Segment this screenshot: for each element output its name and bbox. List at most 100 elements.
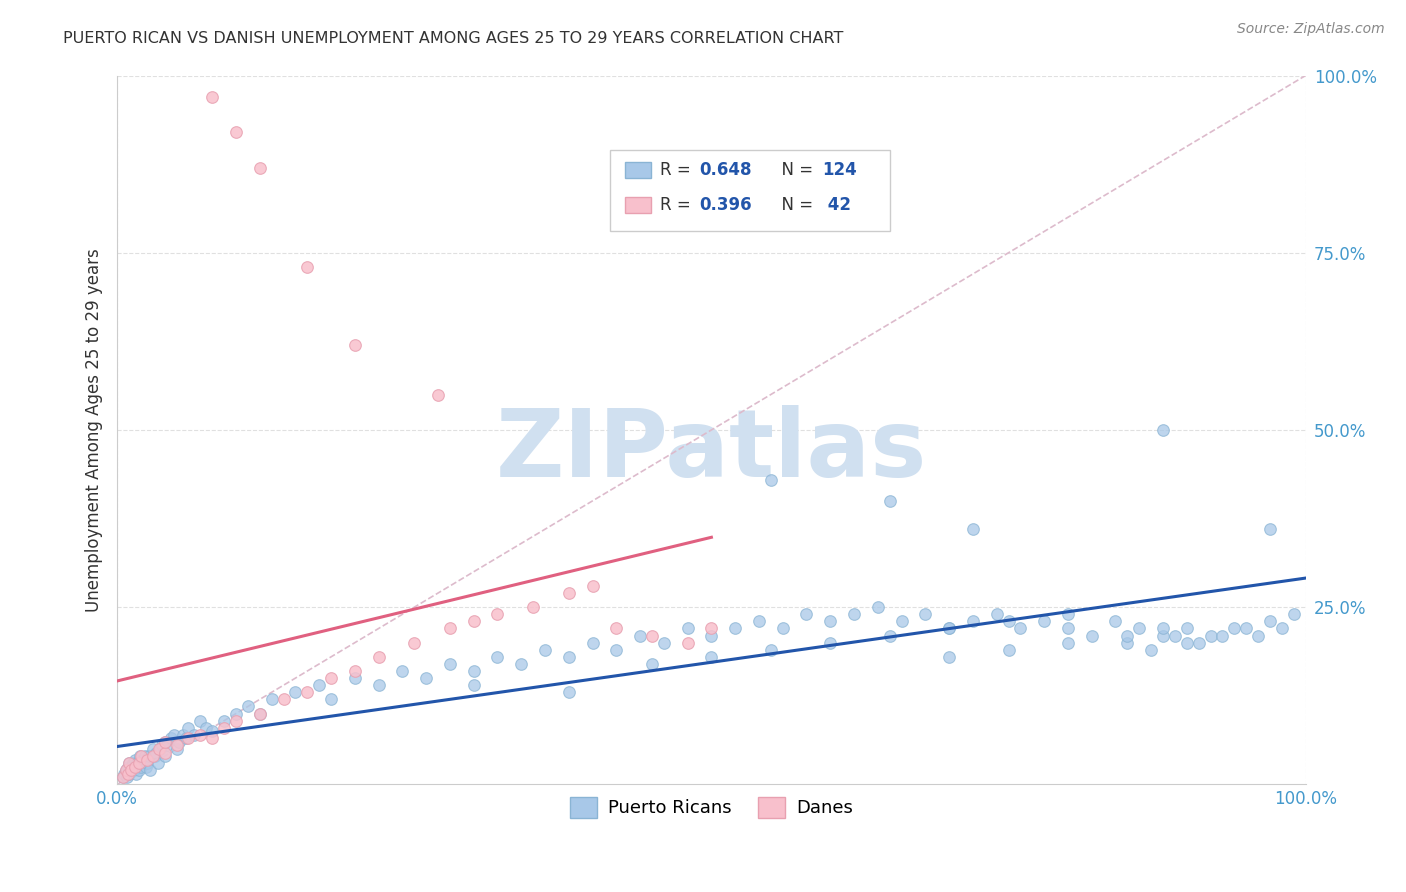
Point — [117, 766, 139, 780]
Point — [174, 731, 197, 746]
Point — [112, 770, 135, 784]
Point — [1152, 423, 1174, 437]
Point — [1175, 622, 1198, 636]
Point — [159, 731, 181, 746]
Point — [143, 749, 166, 764]
Point — [1188, 635, 1211, 649]
Point — [1128, 622, 1150, 636]
Point — [427, 387, 450, 401]
Point — [121, 756, 143, 771]
Point — [914, 607, 936, 622]
Bar — [624, 162, 651, 178]
Text: 42: 42 — [823, 196, 851, 214]
Point — [986, 607, 1008, 622]
Point — [153, 746, 176, 760]
Point — [153, 749, 176, 764]
Point — [120, 764, 142, 778]
Point — [319, 692, 342, 706]
Point — [163, 728, 186, 742]
Point — [284, 685, 307, 699]
Point — [128, 764, 150, 778]
Point — [486, 607, 509, 622]
Point — [118, 756, 141, 771]
Point — [962, 615, 984, 629]
Point — [558, 685, 581, 699]
Point — [1152, 629, 1174, 643]
Point — [225, 706, 247, 721]
Point — [890, 615, 912, 629]
Point — [1258, 615, 1281, 629]
Point — [343, 664, 366, 678]
Point — [1116, 629, 1139, 643]
Point — [122, 764, 145, 778]
Point — [463, 615, 485, 629]
Point — [581, 579, 603, 593]
Point — [439, 622, 461, 636]
Point — [114, 764, 136, 778]
FancyBboxPatch shape — [610, 150, 890, 232]
Text: N =: N = — [770, 196, 818, 214]
Point — [700, 629, 723, 643]
Point — [558, 649, 581, 664]
Point — [135, 756, 157, 771]
Point — [343, 338, 366, 352]
Point — [962, 522, 984, 536]
Point — [605, 622, 627, 636]
Point — [127, 756, 149, 771]
Point — [166, 739, 188, 753]
Text: 0.396: 0.396 — [700, 196, 752, 214]
Point — [135, 753, 157, 767]
Point — [486, 649, 509, 664]
Point — [183, 728, 205, 742]
Point — [129, 760, 152, 774]
Point — [249, 161, 271, 175]
Point — [273, 692, 295, 706]
Point — [212, 721, 235, 735]
Point — [700, 622, 723, 636]
Point — [748, 615, 770, 629]
Point — [120, 760, 142, 774]
Point — [201, 731, 224, 746]
Point — [676, 635, 699, 649]
Point — [700, 649, 723, 664]
Point — [1140, 642, 1163, 657]
Point — [249, 706, 271, 721]
Point — [1211, 629, 1233, 643]
Point — [201, 724, 224, 739]
Point — [249, 706, 271, 721]
Point — [167, 735, 190, 749]
Point — [177, 731, 200, 746]
Point — [879, 629, 901, 643]
Point — [124, 753, 146, 767]
Point — [156, 739, 179, 753]
Point — [128, 756, 150, 771]
Point — [1152, 622, 1174, 636]
Point — [150, 739, 173, 753]
Point — [145, 746, 167, 760]
Point — [146, 756, 169, 771]
Point — [605, 642, 627, 657]
Point — [367, 678, 389, 692]
Point — [1057, 622, 1080, 636]
Point — [391, 664, 413, 678]
Point — [938, 622, 960, 636]
Point — [212, 714, 235, 728]
Point — [463, 678, 485, 692]
Point — [997, 642, 1019, 657]
Point — [195, 721, 218, 735]
Point — [134, 749, 156, 764]
Text: N =: N = — [770, 161, 818, 178]
Point — [124, 760, 146, 774]
Point — [297, 685, 319, 699]
Bar — [624, 197, 651, 213]
Point — [724, 622, 747, 636]
Point — [132, 753, 155, 767]
Point — [1116, 635, 1139, 649]
Point — [118, 756, 141, 771]
Point — [136, 753, 159, 767]
Point — [1057, 635, 1080, 649]
Point — [558, 586, 581, 600]
Point — [343, 671, 366, 685]
Point — [225, 714, 247, 728]
Point — [1234, 622, 1257, 636]
